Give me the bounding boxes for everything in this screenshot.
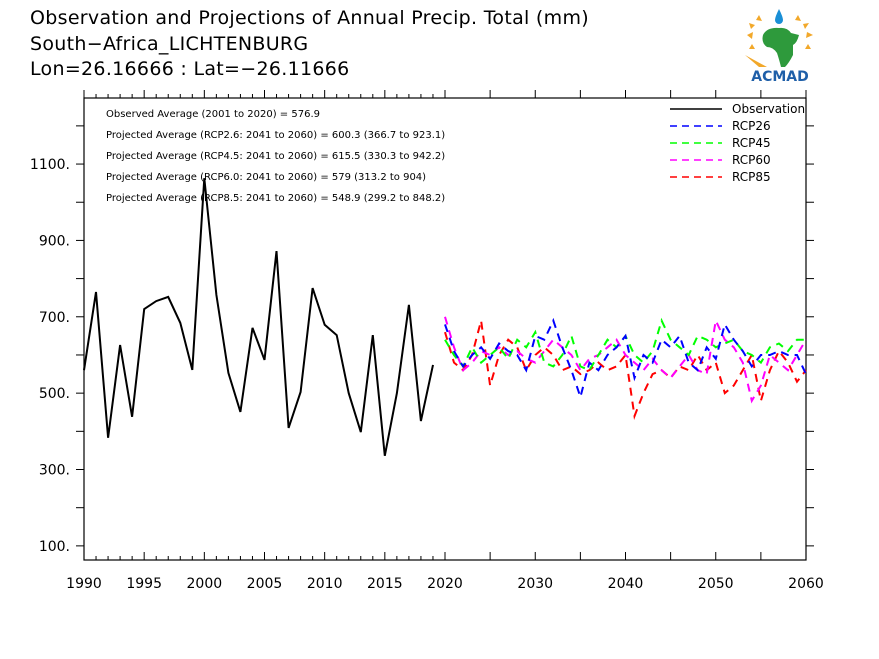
series-lines bbox=[83, 178, 807, 456]
y-tick-label: 500. bbox=[39, 386, 70, 402]
acmad-africa-logo-icon: ACMAD bbox=[745, 9, 813, 85]
x-tick-label: 2000 bbox=[187, 576, 223, 592]
x-axis: 1990 1995 2000 2005 2010 2015 2020 2030 2040 2050… bbox=[66, 90, 824, 592]
x-tick-label: 2060 bbox=[788, 576, 824, 592]
series-line-observation bbox=[83, 178, 434, 456]
series-line-rcp26 bbox=[444, 317, 807, 401]
station-name: South−Africa_LICHTENBURG bbox=[30, 33, 309, 55]
series-line-rcp45 bbox=[444, 317, 806, 372]
station-coordinates: Lon=26.16666 : Lat=−26.11666 bbox=[30, 58, 350, 80]
y-tick-label: 100. bbox=[39, 539, 70, 555]
stat-line: Projected Average (RCP6.0: 2041 to 2060)… bbox=[106, 172, 426, 183]
y-axis: 100. 300. 500. 700. 900. 1100. bbox=[30, 125, 814, 555]
x-tick-label: 2005 bbox=[247, 576, 283, 592]
x-tick-label: 2020 bbox=[427, 576, 463, 592]
x-tick-label: 2030 bbox=[517, 576, 553, 592]
x-tick-label: 2015 bbox=[367, 576, 403, 592]
legend-label-rcp60: RCP60 bbox=[732, 153, 771, 167]
y-tick-label: 900. bbox=[39, 233, 70, 249]
y-tick-label: 300. bbox=[39, 463, 70, 479]
x-tick-label: 2010 bbox=[307, 576, 343, 592]
stat-line: Observed Average (2001 to 2020) = 576.9 bbox=[106, 109, 320, 120]
legend-label-rcp85: RCP85 bbox=[732, 170, 771, 184]
stat-line: Projected Average (RCP8.5: 2041 to 2060)… bbox=[106, 193, 445, 204]
legend-label-rcp26: RCP26 bbox=[732, 119, 771, 133]
stat-line: Projected Average (RCP2.6: 2041 to 2060)… bbox=[106, 130, 445, 141]
stats-annotations: Observed Average (2001 to 2020) = 576.9 P… bbox=[106, 109, 445, 204]
plot-frame bbox=[83, 97, 807, 561]
legend: Observation RCP26 RCP45 RCP60 RCP85 bbox=[670, 102, 805, 184]
x-tick-label: 2040 bbox=[608, 576, 644, 592]
africa-shape bbox=[762, 27, 799, 67]
water-drop bbox=[775, 9, 783, 24]
chart-title: Observation and Projections of Annual Pr… bbox=[30, 7, 589, 29]
legend-label-rcp45: RCP45 bbox=[732, 136, 771, 150]
x-tick-label: 1995 bbox=[126, 576, 162, 592]
x-tick-label: 1990 bbox=[66, 576, 102, 592]
logo-text: ACMAD bbox=[751, 69, 809, 85]
legend-label-observation: Observation bbox=[732, 102, 805, 116]
stat-line: Projected Average (RCP4.5: 2041 to 2060)… bbox=[106, 151, 445, 162]
series-line-rcp60 bbox=[444, 316, 807, 404]
y-tick-label: 1100. bbox=[30, 157, 70, 173]
sun-rays bbox=[745, 15, 813, 67]
x-tick-label: 2050 bbox=[698, 576, 734, 592]
y-tick-label: 700. bbox=[39, 310, 70, 326]
